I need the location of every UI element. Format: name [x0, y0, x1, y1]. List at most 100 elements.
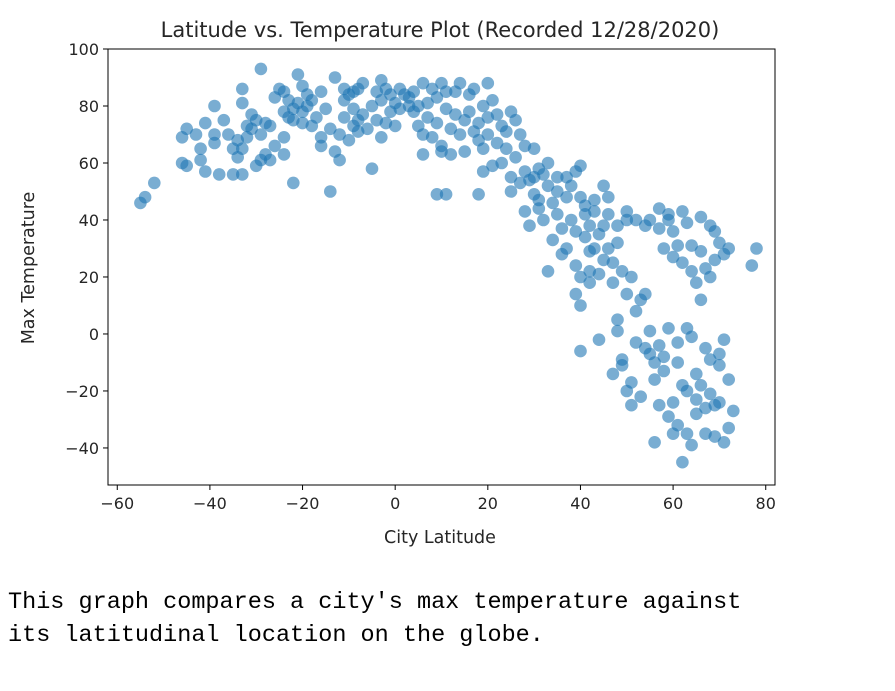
scatter-point	[680, 427, 694, 441]
scatter-point	[671, 239, 684, 252]
y-axis-label: Max Temperature	[19, 192, 39, 345]
scatter-point	[671, 418, 684, 432]
scatter-point	[639, 287, 652, 301]
scatter-point	[643, 213, 657, 227]
scatter-point	[523, 219, 536, 232]
x-tick-label: 20	[478, 494, 498, 513]
scatter-point	[268, 139, 282, 153]
scatter-point	[574, 270, 587, 284]
scatter-point	[690, 276, 703, 290]
scatter-point	[287, 176, 300, 190]
scatter-point	[597, 219, 610, 232]
scatter-point	[722, 373, 735, 386]
scatter-point	[194, 153, 207, 167]
scatter-point	[629, 304, 643, 318]
scatter-point	[578, 230, 592, 244]
scatter-point	[569, 225, 583, 238]
scatter-point	[333, 153, 346, 167]
scatter-point	[694, 379, 708, 392]
scatter-point	[375, 131, 388, 144]
scatter-point	[564, 179, 578, 193]
scatter-point	[652, 398, 666, 412]
scatter-point	[407, 85, 421, 98]
scatter-point	[648, 373, 661, 386]
scatter-point	[226, 168, 240, 181]
scatter-point	[713, 359, 726, 372]
scatter-point	[620, 287, 634, 301]
scatter-point	[310, 111, 323, 124]
scatter-point	[648, 436, 661, 449]
scatter-point	[495, 156, 509, 170]
scatter-point	[611, 219, 624, 232]
scatter-point	[453, 76, 467, 90]
scatter-point	[541, 156, 555, 170]
scatter-point	[625, 398, 638, 412]
scatter-point	[356, 108, 370, 121]
plot-frame	[107, 48, 776, 486]
scatter-point	[199, 165, 212, 178]
scatter-point	[685, 330, 698, 344]
y-tick-label: 60	[79, 154, 99, 173]
points-layer	[134, 62, 763, 469]
scatter-point	[365, 162, 379, 175]
scatter-point	[138, 190, 152, 204]
scatter-point	[472, 116, 485, 130]
scatter-point	[463, 105, 476, 118]
scatter-point	[425, 131, 439, 144]
scatter-point	[611, 313, 624, 327]
scatter-point	[236, 168, 249, 181]
scatter-point	[699, 341, 712, 355]
scatter-point	[708, 430, 722, 443]
scatter-point	[467, 82, 481, 96]
scatter-point	[625, 270, 638, 284]
scatter-point	[592, 333, 606, 347]
scatter-point	[551, 170, 564, 184]
scatter-point	[476, 99, 490, 113]
y-axis-ticks: −40 −20 0 20 40 60 80 100	[65, 40, 108, 458]
scatter-point	[671, 336, 684, 349]
scatter-point	[666, 225, 680, 238]
scatter-point	[652, 222, 666, 235]
scatter-point	[690, 367, 703, 381]
scatter-point	[588, 242, 601, 255]
scatter-point	[342, 133, 356, 147]
scatter-point	[254, 128, 268, 141]
scatter-point	[560, 242, 573, 255]
scatter-point	[444, 122, 458, 136]
scatter-point	[722, 421, 735, 435]
scatter-point	[324, 122, 337, 136]
scatter-point	[537, 213, 550, 227]
scatter-point	[546, 196, 559, 210]
scatter-point	[690, 407, 703, 421]
scatter-point	[199, 116, 212, 130]
scatter-point	[277, 148, 291, 161]
scatter-point	[606, 276, 620, 290]
x-tick-label: 40	[570, 494, 590, 513]
scatter-point	[277, 131, 291, 144]
x-tick-label: 60	[663, 494, 683, 513]
scatter-point	[439, 102, 453, 116]
scatter-point	[611, 324, 624, 338]
scatter-point	[703, 387, 717, 401]
scatter-point	[643, 324, 657, 338]
scatter-point	[629, 336, 643, 349]
scatter-point	[236, 82, 249, 96]
scatter-point	[745, 259, 759, 272]
scatter-point	[356, 76, 370, 90]
x-axis-ticks: −60 −40 −20 0 20 40 60 80	[100, 485, 776, 513]
scatter-point	[500, 142, 513, 155]
scatter-point	[555, 222, 569, 235]
scatter-point	[263, 153, 277, 167]
scatter-point	[564, 213, 578, 227]
scatter-point	[602, 190, 615, 204]
scatter-point	[750, 242, 763, 255]
scatter-point	[662, 410, 675, 423]
scatter-point	[551, 185, 564, 198]
scatter-point	[685, 265, 698, 278]
scatter-point	[708, 225, 722, 238]
scatter-point	[365, 99, 379, 113]
scatter-point	[347, 102, 360, 116]
scatter-point	[388, 119, 402, 133]
scatter-point	[217, 113, 231, 127]
scatter-point	[472, 188, 485, 201]
